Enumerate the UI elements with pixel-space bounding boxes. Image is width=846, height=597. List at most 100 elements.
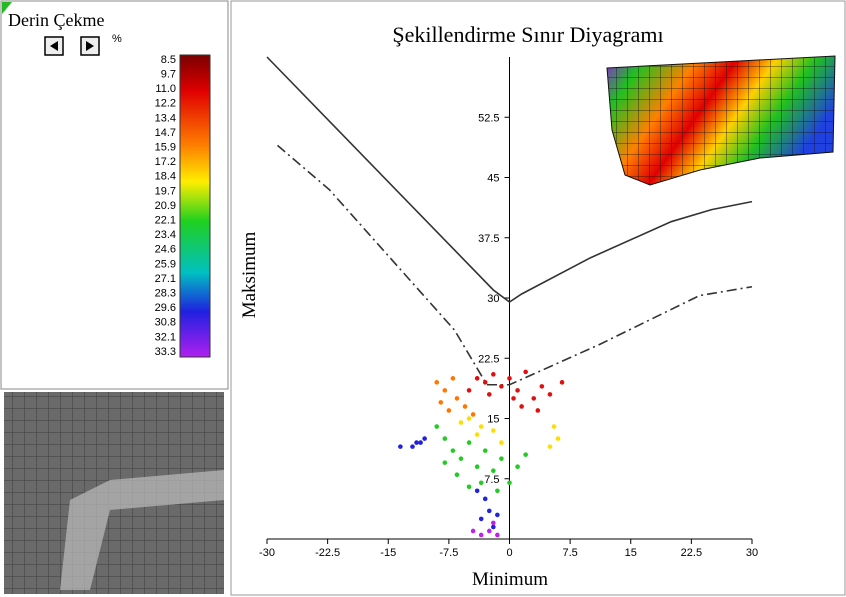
- colorbar-label: 14.7: [155, 127, 176, 139]
- limit-curve: [266, 56, 753, 303]
- strain-point: [559, 380, 565, 385]
- y-tick-label: 37.5: [478, 233, 499, 245]
- strain-point: [535, 408, 541, 413]
- strain-point: [523, 452, 528, 457]
- x-tick-label: -30: [259, 547, 275, 559]
- strain-point: [458, 420, 464, 425]
- limit-curve: [276, 144, 753, 386]
- strain-point: [418, 440, 423, 445]
- corner-mark: [2, 2, 12, 14]
- strain-point: [450, 448, 456, 453]
- strain-point: [486, 508, 492, 514]
- colorbar-label: 12.2: [155, 98, 176, 110]
- strain-point: [450, 376, 456, 381]
- strain-point: [491, 520, 496, 526]
- y-axis-label: Maksimum: [239, 232, 260, 319]
- chart-frame: [230, 0, 846, 596]
- strain-point: [507, 376, 512, 381]
- strain-point: [495, 512, 500, 518]
- strain-point: [466, 416, 472, 421]
- strain-point: [462, 404, 468, 409]
- x-axis-label: Minimum: [472, 569, 548, 590]
- strain-point: [486, 528, 492, 534]
- colorbar-label: 23.4: [155, 229, 176, 241]
- x-tick-label: 30: [746, 547, 758, 559]
- colorbar-label: 32.1: [155, 331, 176, 343]
- strain-point: [470, 412, 476, 417]
- strain-point: [466, 388, 472, 393]
- panel-title: Derin Çekme: [8, 10, 104, 30]
- y-tick-label: 15: [487, 414, 499, 426]
- strain-point: [478, 516, 484, 522]
- y-tick-label: 30: [487, 293, 499, 305]
- colorbar-label: 30.8: [155, 317, 176, 329]
- x-tick-label: -15: [380, 547, 396, 559]
- y-tick-label: 22.5: [478, 353, 499, 365]
- strain-point: [466, 440, 472, 445]
- y-tick-label: 7.5: [484, 474, 499, 486]
- unit-label: %: [112, 33, 122, 45]
- y-tick-label: 52.5: [478, 112, 499, 124]
- strain-point: [474, 488, 480, 494]
- strain-point: [474, 464, 480, 470]
- strain-point: [495, 532, 500, 538]
- plot: -30 -22.5 -15 -7.5 0 7.5 15 22.5 30 7.5 15 22.5 30 37…: [259, 56, 758, 559]
- strain-point: [539, 384, 545, 389]
- strain-point: [547, 444, 553, 449]
- strain-point: [478, 480, 484, 486]
- colorbar-label: 15.9: [155, 142, 176, 154]
- colorbar-label: 29.6: [155, 302, 176, 314]
- part-render: [606, 55, 836, 186]
- strain-point: [491, 428, 496, 433]
- colorbar-label: 9.7: [161, 69, 176, 81]
- strain-point: [499, 440, 504, 445]
- strain-point: [482, 448, 488, 453]
- strain-point: [547, 392, 553, 397]
- strain-point: [482, 380, 488, 385]
- strain-point: [531, 396, 537, 401]
- strain-point: [422, 436, 427, 441]
- colorbar-label: 19.7: [155, 185, 176, 197]
- x-tick-label: 0: [506, 547, 512, 559]
- strain-point: [478, 424, 484, 429]
- strain-point: [474, 432, 480, 437]
- colorbar-label: 25.9: [155, 258, 176, 270]
- colorbar-label: 18.4: [155, 171, 176, 183]
- prev-button[interactable]: [44, 36, 64, 56]
- photo-highlight: [60, 470, 224, 590]
- strain-point: [454, 472, 460, 478]
- colorbar-label: 17.2: [155, 156, 176, 168]
- strain-point: [491, 468, 496, 474]
- strain-point: [519, 404, 524, 409]
- strain-point: [434, 380, 440, 385]
- strain-point: [442, 460, 448, 465]
- strain-point: [491, 524, 496, 530]
- colorbar-label: 8.5: [161, 54, 176, 66]
- strain-point: [442, 436, 448, 441]
- colorbar-label: 22.1: [155, 215, 176, 227]
- strain-point: [515, 388, 520, 393]
- colorbar-label: 13.4: [155, 112, 176, 124]
- chart-title: Şekillendirme Sınır Diyagramı: [392, 22, 663, 47]
- strain-point: [555, 436, 561, 441]
- x-tick-label: 15: [625, 547, 637, 559]
- strain-point: [414, 440, 419, 445]
- strain-point: [499, 384, 504, 389]
- x-tick-label: -7.5: [439, 547, 458, 559]
- strain-point: [478, 532, 484, 538]
- strain-point: [523, 369, 528, 375]
- strain-point: [495, 488, 500, 494]
- next-button[interactable]: [80, 36, 100, 56]
- colorbar-label: 24.6: [155, 244, 176, 256]
- strain-point: [434, 424, 440, 429]
- strain-point: [474, 376, 480, 381]
- strain-point: [398, 444, 403, 449]
- strain-point: [470, 528, 476, 534]
- strain-point: [442, 388, 448, 393]
- colorbar: [179, 54, 211, 358]
- strain-point: [491, 372, 496, 377]
- x-tick-label: 7.5: [562, 547, 577, 559]
- strain-point: [446, 408, 452, 413]
